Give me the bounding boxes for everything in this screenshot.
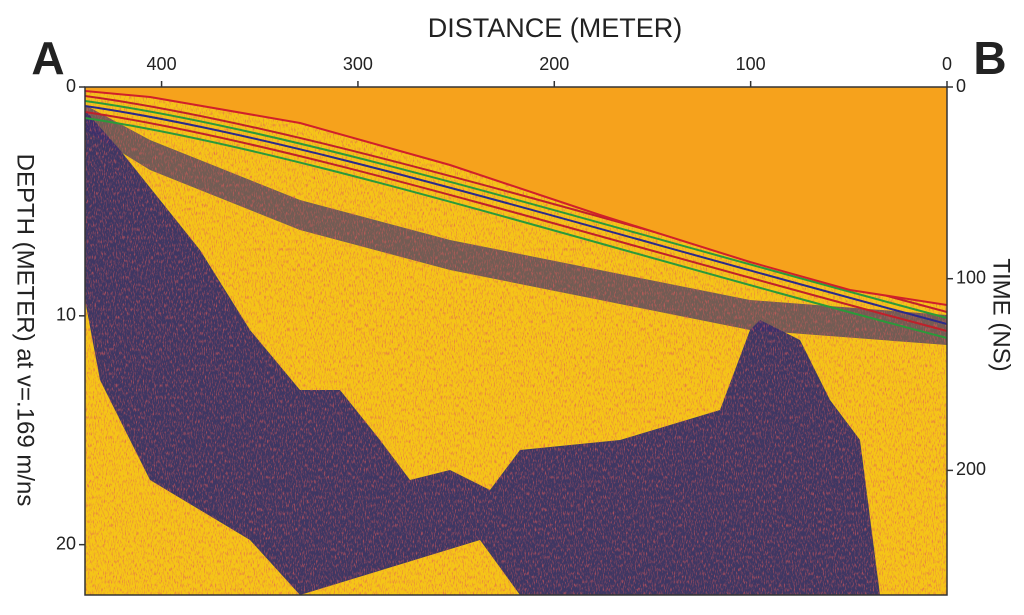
radargram-image	[85, 87, 947, 595]
x-tick-label: 400	[147, 54, 177, 74]
point-label: B	[973, 32, 1006, 84]
y-tick-label: 20	[56, 533, 76, 553]
y-tick-label: 0	[66, 76, 76, 96]
surface-layers	[85, 95, 947, 339]
y-axis-title: DEPTH (METER) at v=.169 m/ns	[12, 154, 39, 507]
air-layer	[85, 87, 947, 305]
x-tick-label: 200	[539, 54, 569, 74]
plot-frame	[84, 86, 948, 596]
y2-tick-label: 100	[956, 267, 986, 287]
x-tick-label: 100	[736, 54, 766, 74]
y2-tick-label: 0	[956, 76, 966, 96]
y-tick-label: 10	[56, 305, 76, 325]
ground-surface	[85, 90, 947, 306]
x-axis-title: DISTANCE (METER)	[428, 13, 683, 43]
point-label: A	[31, 32, 64, 84]
y2-tick-label: 200	[956, 459, 986, 479]
x-tick-label: 0	[942, 54, 952, 74]
y2-axis-title: TIME (NS)	[988, 258, 1015, 371]
x-tick-label: 300	[343, 54, 373, 74]
